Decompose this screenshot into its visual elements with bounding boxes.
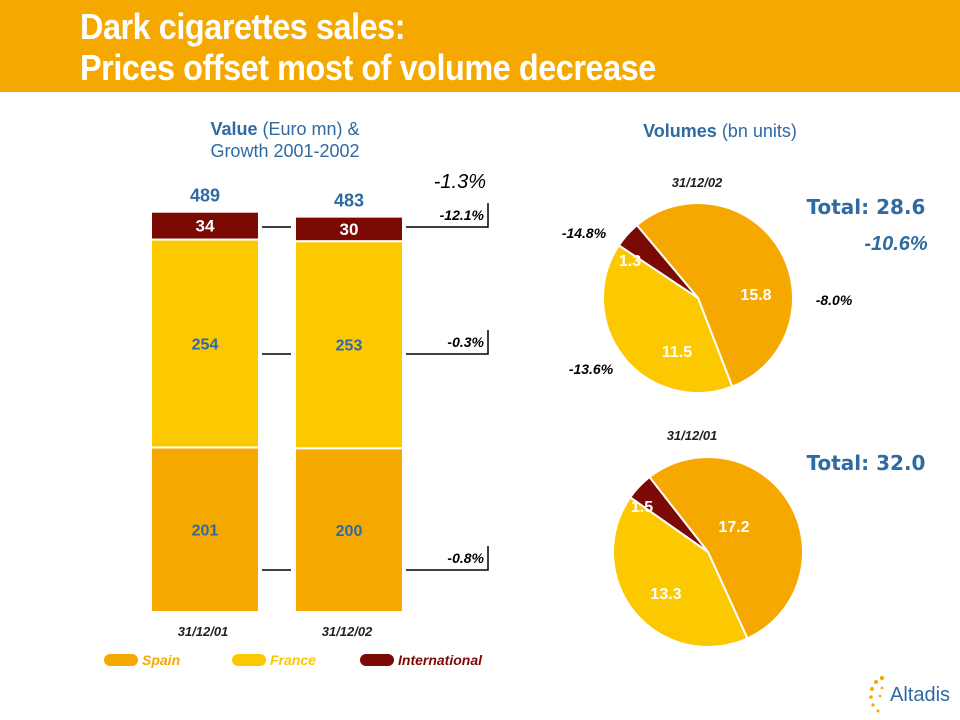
pie1-slice-international xyxy=(617,223,699,299)
pie2-slice-spain xyxy=(648,456,804,640)
pie2-label-france: 13.3 xyxy=(650,586,681,603)
bar-label-international-1: 34 xyxy=(196,217,215,236)
legend-label-france: France xyxy=(270,652,316,668)
pie2-label-international: 1.5 xyxy=(631,499,653,516)
bar-label-france-1: 254 xyxy=(192,336,219,353)
bar-label-spain-2: 200 xyxy=(336,523,363,540)
growth-label-france: -0.3% xyxy=(447,334,484,350)
pie2-slice-international xyxy=(628,475,709,553)
legend-label-spain: Spain xyxy=(142,652,180,668)
logo-star-icon xyxy=(869,675,885,713)
pie1-growth-france: -13.6% xyxy=(569,361,614,377)
pie1-slice-spain xyxy=(635,202,794,388)
header-banner: Dark cigarettes sales: Prices offset mos… xyxy=(0,0,960,92)
growth-label-international: -12.1% xyxy=(440,207,485,223)
bar-label-france-2: 253 xyxy=(336,338,363,355)
pie1-growth-international: -14.8% xyxy=(562,225,607,241)
bar-france-2 xyxy=(294,240,404,450)
growth-bracket-international xyxy=(406,203,489,228)
bar-label-international-2: 30 xyxy=(340,220,359,239)
value-title-bold: Value xyxy=(210,119,258,139)
growth-bracket-france xyxy=(406,330,489,355)
category-label-2: 31/12/02 xyxy=(322,624,373,639)
altadis-logo: Altadis xyxy=(868,672,958,716)
volume-title-bold: Volumes xyxy=(643,121,717,141)
pie1-label-france: 11.5 xyxy=(662,344,692,361)
logo-text: Altadis xyxy=(890,684,951,706)
pie2-slice-france xyxy=(612,495,749,648)
pie2-label-spain: 17.2 xyxy=(718,519,749,536)
volume-section-title: Volumes (bn units) xyxy=(590,120,850,142)
pie1-total: Total: 28.6 xyxy=(807,195,926,219)
pie1-date: 31/12/02 xyxy=(672,175,723,190)
pie1-growth-spain: -8.0% xyxy=(816,292,853,308)
pie1-total-growth: -10.6% xyxy=(864,233,928,255)
growth-bracket-spain xyxy=(406,546,489,571)
bar-spain-1 xyxy=(150,446,260,613)
pie1-label-spain: 15.8 xyxy=(740,287,771,304)
growth-label-spain: -0.8% xyxy=(447,550,484,566)
legend-swatch-france xyxy=(232,654,266,666)
bar-france-1 xyxy=(150,238,260,449)
bar-total-1: 489 xyxy=(190,186,220,206)
pie1-label-international: 1.3 xyxy=(619,253,641,270)
volume-title-rest: (bn units) xyxy=(716,121,797,141)
pie2-date: 31/12/01 xyxy=(667,428,718,443)
category-label-1: 31/12/01 xyxy=(178,624,229,639)
value-title-rest: (Euro mn) & xyxy=(257,119,360,139)
pie2-total: Total: 32.0 xyxy=(807,451,926,475)
pie1-slice-france xyxy=(602,243,734,394)
value-section-title: Value (Euro mn) & Growth 2001-2002 xyxy=(160,118,410,162)
bar-international-1 xyxy=(150,210,260,241)
bar-international-2 xyxy=(294,215,404,243)
page-title-line-2: Prices offset most of volume decrease xyxy=(80,47,656,88)
value-title-line2: Growth 2001-2002 xyxy=(210,141,360,161)
legend-swatch-international xyxy=(360,654,394,666)
legend-label-international: International xyxy=(398,652,483,668)
bar-label-spain-1: 201 xyxy=(192,523,219,540)
bar-spain-2 xyxy=(294,447,404,613)
page-title-line-1: Dark cigarettes sales: xyxy=(80,6,406,47)
total-growth-label: -1.3% xyxy=(434,171,486,193)
legend-swatch-spain xyxy=(104,654,138,666)
bar-total-2: 483 xyxy=(334,191,364,211)
